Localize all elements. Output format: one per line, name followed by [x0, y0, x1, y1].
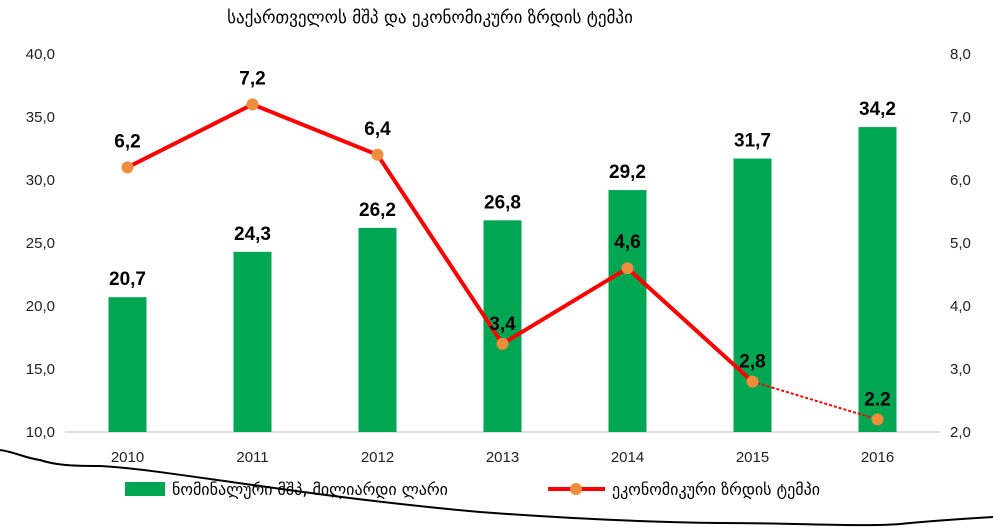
growth-point-label: 7,2 — [239, 68, 265, 89]
gdp-bar-label: 29,2 — [609, 162, 646, 183]
x-axis-ticks: 2010 2011 2012 2013 2014 2015 2016 — [111, 449, 894, 466]
gdp-bar-label: 26,2 — [359, 200, 396, 221]
gdp-bar — [733, 158, 772, 432]
right-tick-label: 7,0 — [950, 109, 971, 126]
gdp-bar — [608, 190, 647, 432]
gdp-bar-label: 34,2 — [859, 99, 896, 120]
growth-line-path — [126, 102, 754, 384]
growth-point — [871, 413, 884, 426]
legend-line-label: ეკონომიკური ზრდის ტემპი — [612, 480, 820, 499]
left-tick-label: 10,0 — [26, 424, 55, 441]
data-labels: 20,7 24,3 26,2 26,8 29,2 31,7 34,2 6,2 7,2 6,4 3,4… — [109, 68, 896, 410]
right-tick-label: 5,0 — [950, 235, 971, 252]
gdp-bar-label: 31,7 — [734, 131, 771, 152]
x-tick-label: 2010 — [111, 449, 144, 466]
legend-bar-label: ნომინალური მშპ, მილიარდი ლარი — [172, 480, 448, 499]
right-tick-label: 3,0 — [950, 361, 971, 378]
gdp-bars — [108, 127, 897, 432]
left-tick-label: 30,0 — [26, 172, 55, 189]
growth-point — [121, 161, 134, 174]
left-tick-label: 40,0 — [26, 46, 55, 63]
growth-point — [246, 98, 259, 111]
growth-point — [496, 337, 509, 350]
growth-line-dashed-segment — [752, 380, 878, 421]
gdp-bar — [233, 251, 272, 432]
x-tick-label: 2016 — [861, 449, 894, 466]
legend-bar-swatch — [125, 482, 165, 496]
growth-point-label: 2.2 — [864, 389, 890, 410]
growth-point-label: 2,8 — [739, 352, 765, 373]
growth-point-label: 6,4 — [364, 119, 391, 140]
x-tick-label: 2015 — [736, 449, 769, 466]
growth-line — [121, 98, 884, 426]
growth-point-label: 6,2 — [114, 131, 140, 152]
growth-point-label: 4,6 — [614, 232, 640, 253]
growth-point — [621, 262, 634, 275]
right-tick-label: 2,0 — [950, 424, 971, 441]
gdp-bar-label: 26,8 — [484, 192, 521, 213]
legend-line-marker — [570, 483, 582, 495]
left-tick-label: 20,0 — [26, 298, 55, 315]
growth-point-label: 3,4 — [489, 314, 516, 335]
x-tick-label: 2012 — [361, 449, 394, 466]
growth-point — [746, 375, 759, 388]
gdp-bar — [358, 227, 397, 432]
x-tick-label: 2013 — [486, 449, 519, 466]
x-tick-label: 2011 — [236, 449, 268, 466]
left-tick-label: 35,0 — [26, 109, 55, 126]
growth-point — [371, 148, 384, 161]
left-tick-label: 15,0 — [26, 361, 55, 378]
gdp-bar — [108, 297, 147, 432]
chart-title: საქართველოს მშპ და ეკონომიკური ზრდის ტემ… — [227, 8, 633, 28]
right-axis-ticks: 2,0 3,0 4,0 5,0 6,0 7,0 8,0 — [950, 46, 971, 441]
left-tick-label: 25,0 — [26, 235, 55, 252]
left-axis-ticks: 10,0 15,0 20,0 25,0 30,0 35,0 40,0 — [26, 46, 55, 441]
gdp-bar — [858, 127, 897, 432]
right-tick-label: 8,0 — [950, 46, 971, 63]
decorative-border-curve — [0, 449, 993, 527]
x-tick-label: 2014 — [611, 449, 644, 466]
gdp-bar-label: 20,7 — [109, 269, 146, 290]
gdp-bar-label: 24,3 — [234, 224, 271, 245]
right-tick-label: 6,0 — [950, 172, 971, 189]
right-tick-label: 4,0 — [950, 298, 971, 315]
